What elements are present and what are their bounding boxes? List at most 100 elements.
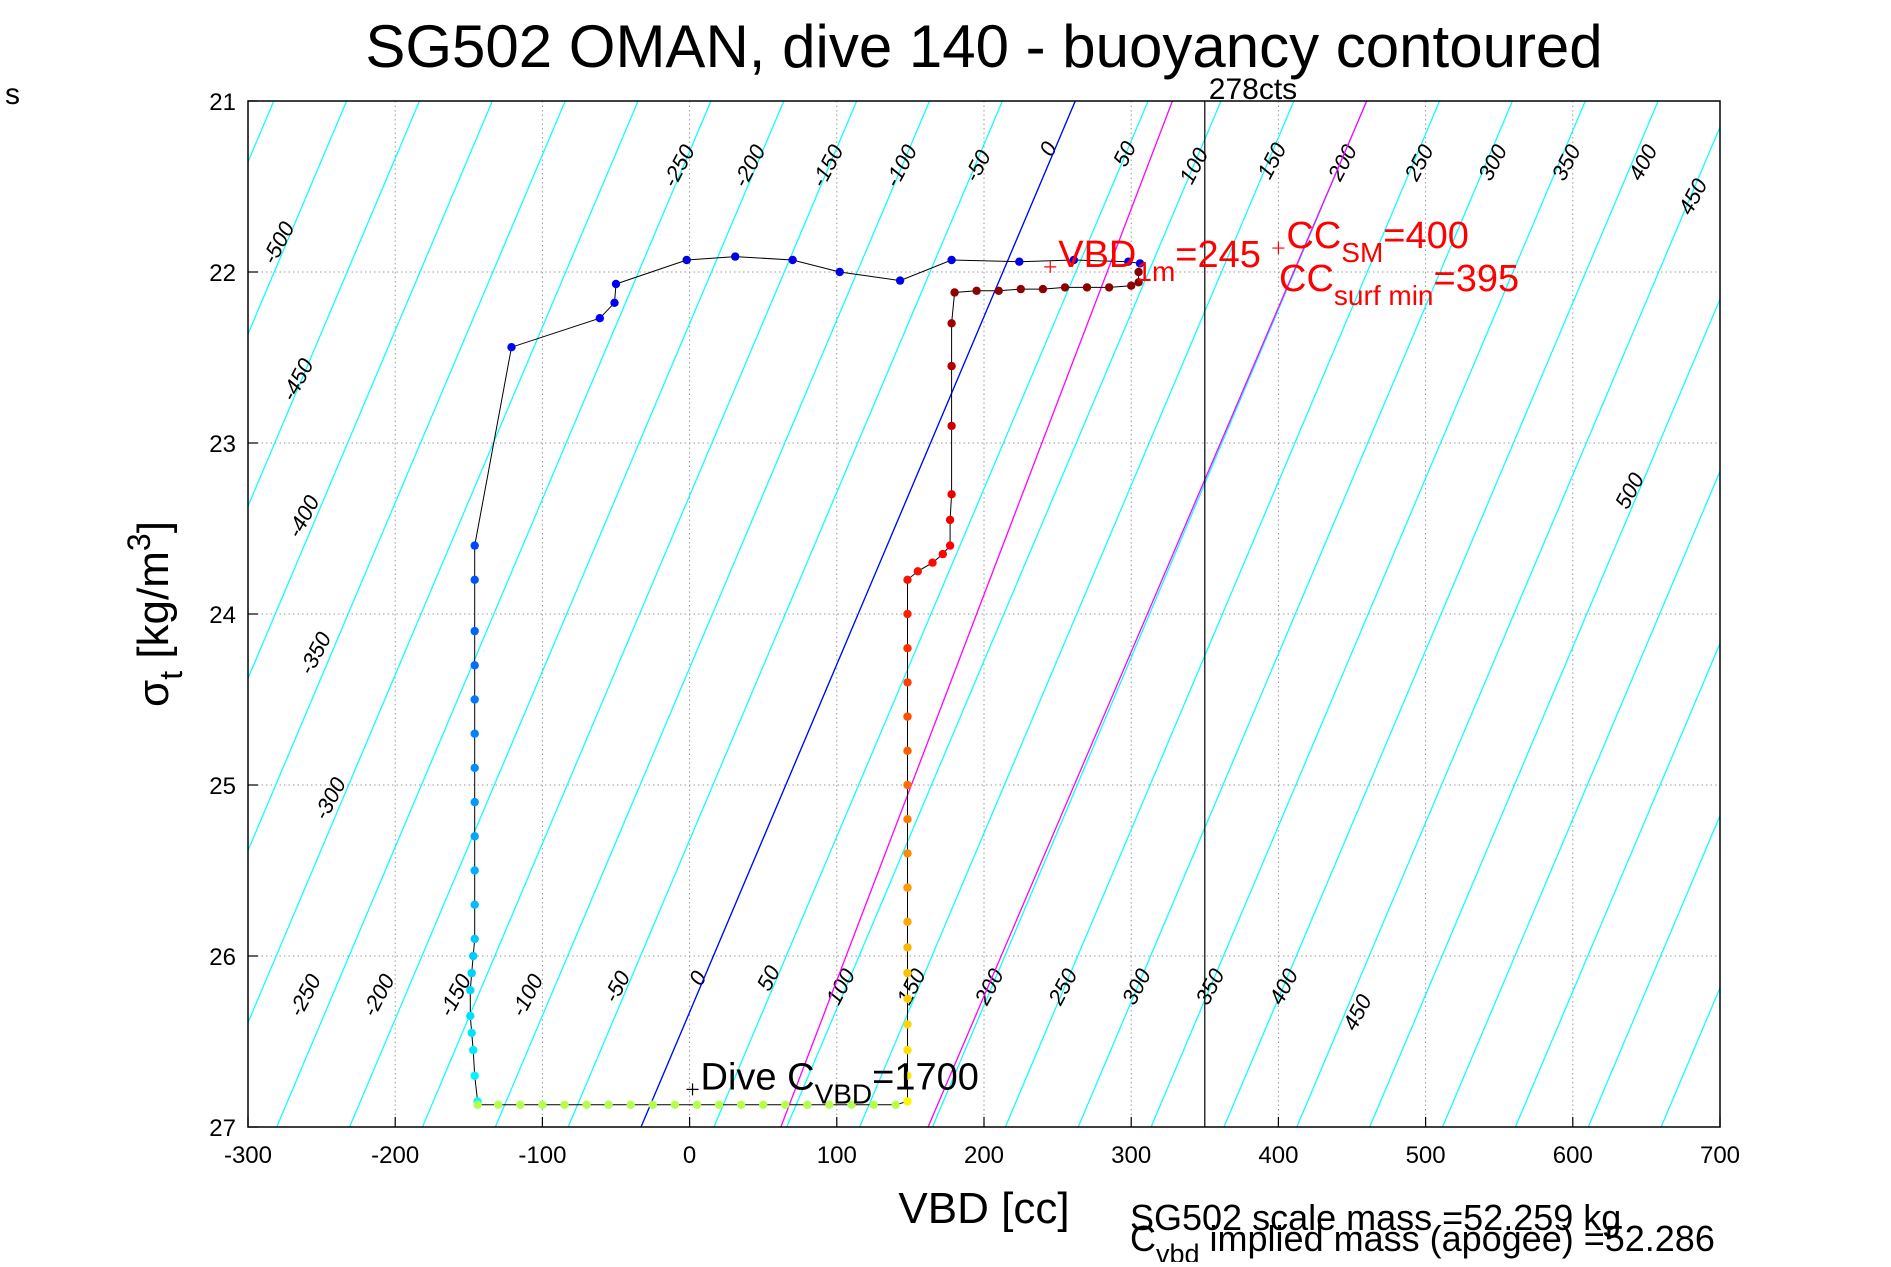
data-point-ascent <box>945 541 955 550</box>
contour-line <box>248 101 639 1025</box>
data-point-bottom <box>714 1100 724 1110</box>
contour-label: 450 <box>1673 174 1713 219</box>
data-point-ascent <box>913 567 922 576</box>
data-point-ascent <box>1038 284 1048 294</box>
data-point-ascent <box>947 490 956 499</box>
data-point-ascent <box>903 1045 912 1055</box>
data-point-descent <box>470 832 479 841</box>
contour-label: 100 <box>1174 143 1214 188</box>
contour-label: 400 <box>1264 964 1304 1009</box>
contour-line <box>1587 814 1720 1127</box>
contour-line <box>1223 101 1659 1127</box>
data-point-ascent <box>903 780 912 790</box>
annotation-sub: 1m <box>1136 256 1175 287</box>
data-point-descent <box>470 763 479 773</box>
data-point-descent <box>1069 255 1079 265</box>
contour-label: -250 <box>657 140 700 191</box>
x-tick-label: 200 <box>964 1142 1004 1169</box>
data-series <box>466 252 1145 1110</box>
data-point-bottom <box>538 1100 547 1110</box>
annotation-rest: =395 <box>1434 258 1520 300</box>
implied-mass-rest: implied mass (apogee) =52.286 <box>1200 1218 1715 1259</box>
contour-line <box>276 101 712 1127</box>
contour-line <box>859 101 1295 1127</box>
contour-label: 450 <box>1337 990 1377 1035</box>
magenta-reference-line <box>927 101 1368 1127</box>
data-point-ascent <box>947 361 956 371</box>
x-tick-label: 400 <box>1258 1142 1298 1169</box>
annotation-marker <box>1272 242 1285 255</box>
data-point-ascent <box>1134 267 1143 277</box>
contour-line <box>248 101 493 680</box>
data-point-ascent <box>903 712 912 721</box>
data-point-ascent <box>1104 283 1114 292</box>
contour-line <box>421 101 858 1127</box>
contour-label: 200 <box>969 964 1009 1010</box>
data-point-descent <box>466 986 475 995</box>
data-point-ascent <box>947 319 956 328</box>
contour-line <box>1369 297 1720 1127</box>
annotation-main: CC <box>1286 215 1341 257</box>
data-point-descent <box>731 252 740 261</box>
annotation-marker <box>686 1083 699 1096</box>
contour-label: -100 <box>506 969 549 1020</box>
contour-line <box>1441 469 1720 1127</box>
data-point-bottom <box>670 1100 680 1110</box>
data-point-descent <box>469 1045 478 1055</box>
contour-label: -450 <box>276 354 319 405</box>
data-point-ascent <box>903 1020 912 1029</box>
contour-line <box>1807 101 1891 1127</box>
implied-mass-main: C <box>1130 1218 1156 1259</box>
contour-line <box>567 101 1003 1127</box>
data-point-descent <box>835 267 844 277</box>
annotation-sub: surf min <box>1334 280 1434 311</box>
data-point-ascent <box>903 1071 912 1080</box>
data-point-bottom <box>692 1100 702 1110</box>
x-tick-label: 300 <box>1111 1142 1151 1169</box>
data-point-ascent <box>928 558 937 567</box>
contour-label: 300 <box>1117 964 1157 1009</box>
data-point-ascent <box>994 286 1003 295</box>
y-axis-label-end: ] <box>129 521 178 533</box>
reference-lines <box>640 101 1368 1127</box>
data-point-descent <box>1015 257 1024 266</box>
y-axis-label-main: σ <box>129 680 178 707</box>
data-point-ascent <box>903 678 912 687</box>
contour-line <box>248 101 421 508</box>
contour-line <box>1660 986 1720 1127</box>
contour-line <box>1004 101 1441 1127</box>
contour-line <box>1150 101 1586 1127</box>
data-point-descent <box>1135 259 1145 268</box>
contour-label: -400 <box>282 490 325 541</box>
scale-mass-text: SG502 scale mass =52.259 kg <box>1130 1197 1621 1238</box>
data-point-bottom <box>560 1100 569 1110</box>
data-point-descent <box>470 797 479 807</box>
data-point-descent <box>470 900 479 909</box>
data-point-descent <box>611 279 621 289</box>
data-point-bottom <box>759 1100 768 1110</box>
contour-line <box>349 101 785 1127</box>
annotation-sub: SM <box>1341 237 1383 268</box>
data-point-descent <box>470 626 479 636</box>
data-point-ascent <box>903 943 912 952</box>
data-point-ascent <box>903 815 912 824</box>
data-point-ascent <box>1082 283 1092 292</box>
data-point-ascent <box>903 575 912 584</box>
annotation-main: Dive C <box>701 1056 815 1098</box>
annotation-rest: =400 <box>1383 215 1469 257</box>
data-point-descent <box>682 255 691 265</box>
contour-line <box>1734 101 1891 1127</box>
data-point-ascent <box>903 883 912 892</box>
data-point-ascent <box>972 286 981 295</box>
data-point-bottom <box>825 1100 834 1110</box>
contour-label: -150 <box>806 140 849 191</box>
contour-line <box>248 101 348 336</box>
data-point-bottom <box>494 1100 503 1110</box>
annotation-rest: =245 <box>1175 234 1261 276</box>
contour-label: -200 <box>357 969 400 1020</box>
contour-line <box>931 101 1368 1127</box>
data-point-bottom <box>891 1100 900 1110</box>
contour-label: -50 <box>959 145 996 185</box>
data-point-descent <box>467 968 476 978</box>
